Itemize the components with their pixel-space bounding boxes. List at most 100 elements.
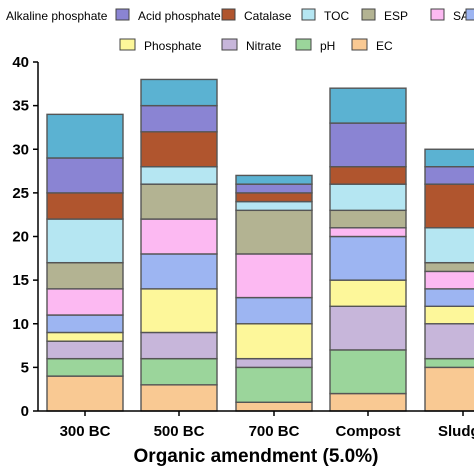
legend-item: EC [351,38,393,53]
legend-label: TOC [324,9,349,23]
legend-label: pH [320,39,335,53]
legend-swatch [430,8,445,21]
bar-segment [46,314,124,334]
legend-swatch [351,38,368,51]
bar-segment [235,253,313,299]
legend-item: Nitrate [221,38,282,53]
legend-item: Acid phosphate [115,8,221,23]
bar-segment [235,401,313,412]
bar-segment [140,331,218,360]
bar-stack-3 [329,87,407,412]
y-tick-label: 5 [21,359,29,376]
bar-stack-4 [424,148,474,412]
bar-segment [329,279,407,307]
bar-segment [140,253,218,290]
y-tick-labels: 0 5 10 15 20 25 30 35 40 [12,54,38,420]
x-tick-label: Compost [336,423,401,440]
bar-segment [329,349,407,395]
y-tick-label: 30 [12,141,29,158]
bar-segment [46,375,124,412]
bar-segment [424,288,474,308]
bar-segment [329,305,407,351]
bar-segment [46,331,124,342]
x-tick-label: 300 BC [60,423,111,440]
x-axis-label: Organic amendment (5.0%) [134,446,379,467]
bar-segment [46,261,124,290]
x-tick-label: Sludge [438,423,474,440]
bar-segment [235,200,313,212]
legend-item: TOC [301,8,349,23]
bar-segment [46,340,124,360]
bar-stack-0 [46,113,124,412]
bar-segment [329,122,407,168]
bar-segment [424,366,474,412]
bar-segment [235,183,313,194]
legend-swatch [119,38,136,51]
bar-segment [140,357,218,386]
legend-item: ESP [361,8,408,23]
legend-label: Alkaline phosphate [6,9,108,23]
bar-segment [424,357,474,369]
bar-stack-1 [140,78,218,412]
bar-segment [424,305,474,325]
bar-segment [235,357,313,369]
bar-segment [140,288,218,334]
legend-swatch [295,38,312,51]
bar-segment [329,235,407,281]
bar-segment [140,183,218,220]
y-tick-label: 10 [12,316,29,333]
bar-segment [235,366,313,403]
y-tick-label: 40 [12,54,29,71]
legend-label: Phosphate [144,39,202,53]
bar-segment [329,209,407,229]
bar-segment [46,218,124,264]
bar-segment [235,323,313,360]
bar-segment [46,113,124,159]
bar-segment [140,131,218,168]
bar-segment [140,218,218,255]
x-tick-label: 700 BC [249,423,300,440]
bar-segment [329,227,407,238]
bar-segment [235,174,313,185]
legend-label: Acid phosphate [138,9,221,23]
x-tick-label: 500 BC [154,423,205,440]
x-tick-labels: 300 BC 500 BC 700 BC Compost Sludge [60,411,474,440]
bar-segment [46,157,124,194]
bar-segment [424,165,474,185]
y-tick-label: 0 [21,403,29,420]
bar-segment [140,384,218,412]
legend-item [465,8,474,21]
legend-swatch [465,8,474,21]
bar-segment [424,261,474,273]
bar-segment [235,296,313,325]
bar-segment [424,227,474,264]
legend-swatch [221,38,238,51]
bar-segment [424,183,474,229]
bar-segment [235,209,313,255]
bar-segment [329,87,407,124]
legend-swatch [301,8,316,21]
y-tick-label: 25 [12,185,29,202]
bar-segment [46,192,124,220]
bar-segment [424,323,474,360]
bar-segment [140,78,218,107]
bar-segment [235,192,313,203]
legend-label: Nitrate [246,39,282,53]
legend-swatch [115,8,130,21]
bar-segment [424,148,474,168]
y-tick-label: 35 [12,98,29,115]
bar-segment [329,392,407,412]
legend-swatch [221,8,236,21]
y-tick-label: 15 [12,272,29,289]
legend-item: Catalase [221,8,292,23]
bar-segment [140,104,218,133]
legend-label: EC [376,39,393,53]
bar-segment [46,357,124,377]
bar-segment [424,270,474,290]
legend-label: Catalase [244,9,292,23]
bar-segment [329,183,407,212]
legend-item: pH [295,38,335,53]
bar-stacks [46,78,474,412]
legend-item: Alkaline phosphate [6,9,108,23]
y-tick-label: 20 [12,229,29,246]
